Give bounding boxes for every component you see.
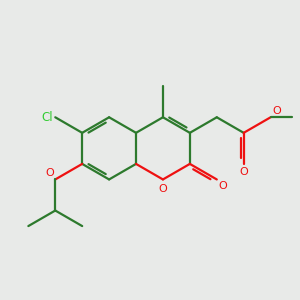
- Text: O: O: [218, 181, 227, 191]
- Text: O: O: [159, 184, 167, 194]
- Text: O: O: [239, 167, 248, 176]
- Text: O: O: [272, 106, 281, 116]
- Text: Cl: Cl: [41, 111, 53, 124]
- Text: O: O: [45, 168, 54, 178]
